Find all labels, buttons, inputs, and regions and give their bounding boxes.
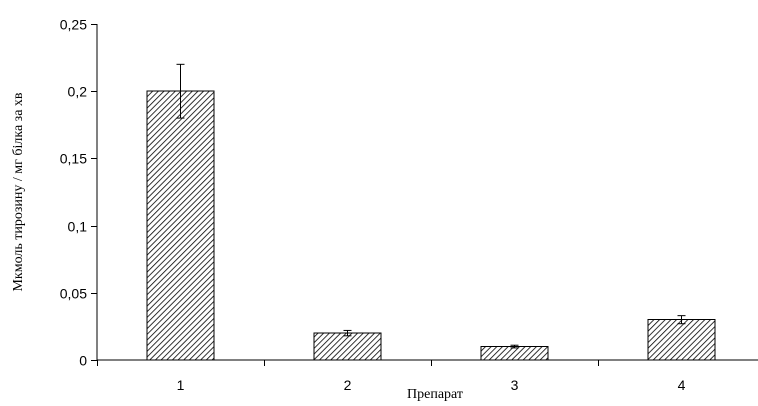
x-tick-label: 1 — [177, 377, 185, 393]
y-axis: 0 0,05 0,1 0,15 0,2 0,25 — [60, 17, 98, 369]
error-bar-1 — [176, 63, 185, 119]
y-tick-label: 0,1 — [68, 219, 88, 235]
error-bars — [176, 63, 686, 349]
y-tick-label: 0,05 — [60, 286, 87, 302]
x-tick-label: 4 — [678, 377, 686, 393]
error-bar-4 — [677, 315, 686, 325]
y-tick-label: 0,2 — [68, 84, 88, 100]
x-axis-title: Препарат — [407, 387, 463, 402]
error-bar-3 — [510, 344, 519, 349]
y-tick-label: 0,15 — [60, 151, 87, 167]
y-tick-label: 0,25 — [60, 17, 87, 33]
x-tick-label: 3 — [511, 377, 519, 393]
x-tick-label: 2 — [344, 377, 352, 393]
y-tick-label: 0 — [79, 353, 87, 369]
bar-2 — [313, 332, 382, 361]
bar-3 — [480, 346, 549, 361]
error-bar-2 — [343, 329, 352, 337]
bar-4 — [647, 319, 716, 361]
bar-series — [146, 90, 716, 361]
y-axis-title: Мкмоль тирозину / мг білка за хв — [11, 92, 26, 291]
bar-1 — [146, 90, 215, 361]
